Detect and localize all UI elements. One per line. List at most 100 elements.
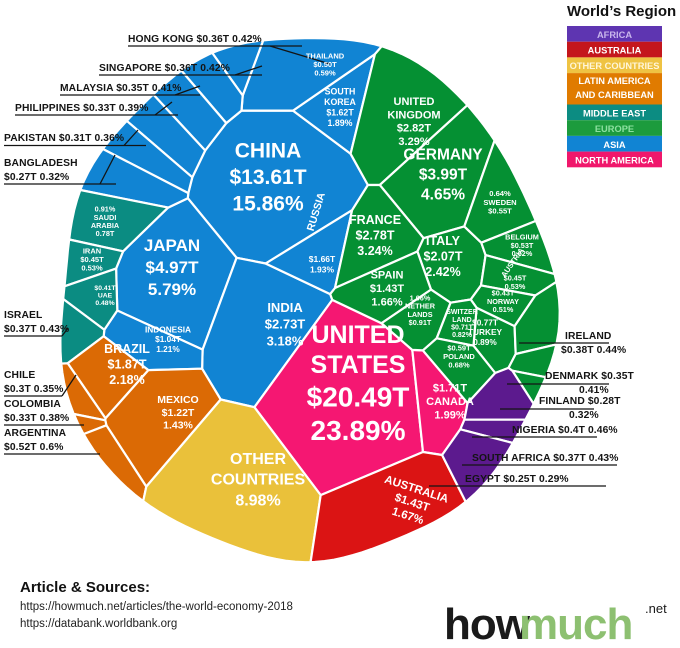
- svg-text:CHILE: CHILE: [4, 370, 35, 381]
- svg-text:$0.38T 0.44%: $0.38T 0.44%: [561, 345, 626, 356]
- svg-text:BANGLADESH: BANGLADESH: [4, 158, 78, 169]
- svg-text:DENMARK $0.35T: DENMARK $0.35T: [545, 371, 635, 382]
- svg-text:BRAZIL: BRAZIL: [104, 342, 150, 356]
- svg-text:CHINA: CHINA: [235, 139, 302, 162]
- svg-text:how: how: [444, 600, 531, 648]
- svg-text:0.78T: 0.78T: [96, 229, 115, 238]
- svg-text:3.29%: 3.29%: [398, 136, 429, 148]
- svg-text:8.98%: 8.98%: [235, 492, 280, 509]
- svg-text:0.82%: 0.82%: [452, 332, 473, 339]
- svg-text:$2.82T: $2.82T: [397, 123, 432, 135]
- svg-text:$2.73T: $2.73T: [265, 317, 306, 332]
- svg-text:GERMANY: GERMANY: [403, 146, 483, 163]
- svg-text:1.66%: 1.66%: [371, 296, 402, 308]
- svg-text:23.89%: 23.89%: [311, 415, 406, 446]
- svg-text:COLOMBIA: COLOMBIA: [4, 399, 61, 410]
- svg-text:UAE: UAE: [98, 293, 113, 300]
- svg-text:$13.61T: $13.61T: [229, 166, 306, 189]
- svg-text:1.43%: 1.43%: [163, 419, 193, 431]
- svg-text:5.79%: 5.79%: [148, 280, 196, 299]
- svg-text:FRANCE: FRANCE: [349, 213, 401, 227]
- svg-text:KINGDOM: KINGDOM: [387, 109, 440, 121]
- svg-text:$0.27T 0.32%: $0.27T 0.32%: [4, 172, 69, 183]
- svg-text:0.48%: 0.48%: [95, 300, 114, 307]
- svg-text:1.89%: 1.89%: [328, 118, 353, 128]
- svg-text:EGYPT $0.25T 0.29%: EGYPT $0.25T 0.29%: [465, 474, 569, 485]
- svg-text:$2.78T: $2.78T: [356, 228, 395, 242]
- svg-text:ARGENTINA: ARGENTINA: [4, 428, 67, 439]
- svg-text:SINGAPORE $0.36T 0.42%: SINGAPORE $0.36T 0.42%: [99, 63, 230, 74]
- svg-text:3.18%: 3.18%: [267, 333, 304, 348]
- svg-text:World’s Region: World’s Region: [567, 3, 676, 20]
- svg-text:0.89%: 0.89%: [473, 337, 497, 347]
- svg-text:TURKEY: TURKEY: [468, 327, 503, 337]
- svg-text:ASIA: ASIA: [603, 140, 625, 150]
- svg-text:ITALY: ITALY: [426, 234, 461, 248]
- svg-text:$0.91T: $0.91T: [409, 318, 432, 327]
- svg-text:AFRICA: AFRICA: [597, 30, 632, 40]
- svg-text:OTHER: OTHER: [230, 451, 286, 468]
- svg-text:SWEDEN: SWEDEN: [483, 198, 516, 207]
- svg-text:2.18%: 2.18%: [109, 373, 144, 387]
- svg-text:0.41%: 0.41%: [579, 385, 609, 396]
- svg-text:MALAYSIA $0.35T 0.41%: MALAYSIA $0.35T 0.41%: [60, 83, 182, 94]
- svg-text:https://databank.worldbank.org: https://databank.worldbank.org: [20, 618, 177, 630]
- svg-text:$1.43T: $1.43T: [370, 283, 405, 295]
- svg-text:0.59%: 0.59%: [314, 68, 336, 77]
- svg-text:much: much: [519, 600, 632, 648]
- svg-text:$0.33T 0.38%: $0.33T 0.38%: [4, 413, 69, 424]
- svg-text:1.21%: 1.21%: [156, 344, 180, 354]
- svg-text:$1.62T: $1.62T: [326, 107, 354, 117]
- svg-text:NORTH AMERICA: NORTH AMERICA: [575, 155, 654, 165]
- svg-text:IRELAND: IRELAND: [565, 331, 611, 342]
- svg-text:STATES: STATES: [311, 351, 406, 379]
- svg-text:$3.99T: $3.99T: [419, 166, 468, 183]
- svg-text:INDIA: INDIA: [267, 300, 303, 315]
- svg-text:$1.71T: $1.71T: [433, 383, 468, 395]
- svg-text:$0.37T 0.43%: $0.37T 0.43%: [4, 324, 69, 335]
- svg-text:0.51%: 0.51%: [493, 305, 514, 314]
- svg-text:$0.77T: $0.77T: [472, 317, 498, 327]
- svg-text:INDONESIA: INDONESIA: [145, 324, 191, 334]
- svg-text:MEXICO: MEXICO: [157, 394, 198, 406]
- svg-text:NIGERIA $0.4T 0.46%: NIGERIA $0.4T 0.46%: [512, 425, 618, 436]
- svg-text:Article & Sources:: Article & Sources:: [20, 579, 150, 596]
- svg-text:CANADA: CANADA: [426, 396, 474, 408]
- svg-text:$1.66T: $1.66T: [309, 254, 336, 264]
- svg-text:$0.3T 0.35%: $0.3T 0.35%: [4, 384, 64, 395]
- svg-text:0.68%: 0.68%: [448, 361, 470, 370]
- svg-text:COUNTRIES: COUNTRIES: [211, 472, 306, 489]
- svg-text:0.53%: 0.53%: [505, 282, 526, 291]
- svg-text:3.24%: 3.24%: [357, 244, 392, 258]
- svg-text:HONG KONG $0.36T 0.42%: HONG KONG $0.36T 0.42%: [128, 34, 262, 45]
- svg-text:.net: .net: [645, 601, 667, 616]
- svg-text:SWITZER: SWITZER: [446, 309, 478, 316]
- svg-text:15.86%: 15.86%: [232, 192, 304, 215]
- svg-text:0.64%: 0.64%: [489, 189, 511, 198]
- svg-text:FINLAND $0.28T: FINLAND $0.28T: [539, 396, 621, 407]
- svg-text:AND CARIBBEAN: AND CARIBBEAN: [575, 90, 654, 100]
- svg-text:PHILIPPINES $0.33T 0.39%: PHILIPPINES $0.33T 0.39%: [15, 103, 148, 114]
- svg-text:$0.52T 0.6%: $0.52T 0.6%: [4, 442, 64, 453]
- svg-text:0.32%: 0.32%: [569, 410, 599, 421]
- svg-text:UNITED: UNITED: [311, 321, 404, 349]
- svg-text:0.53%: 0.53%: [81, 264, 103, 273]
- svg-text:$0.41T: $0.41T: [94, 285, 116, 292]
- svg-text:EUROPE: EUROPE: [595, 124, 634, 134]
- svg-text:$1.04T: $1.04T: [155, 334, 181, 344]
- svg-text:PAKISTAN $0.31T 0.36%: PAKISTAN $0.31T 0.36%: [4, 133, 124, 144]
- svg-text:OTHER COUNTRIES: OTHER COUNTRIES: [570, 61, 660, 71]
- svg-text:MIDDLE EAST: MIDDLE EAST: [583, 108, 646, 118]
- svg-text:LAND: LAND: [452, 317, 471, 324]
- svg-text:$0.55T: $0.55T: [488, 207, 512, 216]
- svg-text:$2.07T: $2.07T: [424, 249, 463, 263]
- svg-text:$1.87T: $1.87T: [108, 357, 147, 371]
- svg-text:UNITED: UNITED: [394, 96, 435, 108]
- svg-text:JAPAN: JAPAN: [144, 236, 200, 255]
- svg-text:4.65%: 4.65%: [421, 187, 465, 204]
- svg-text:$1.22T: $1.22T: [162, 407, 195, 419]
- svg-text:KOREA: KOREA: [324, 97, 356, 107]
- svg-text:1.93%: 1.93%: [310, 265, 335, 275]
- svg-text:2.42%: 2.42%: [425, 265, 460, 279]
- svg-text:SPAIN: SPAIN: [371, 270, 404, 282]
